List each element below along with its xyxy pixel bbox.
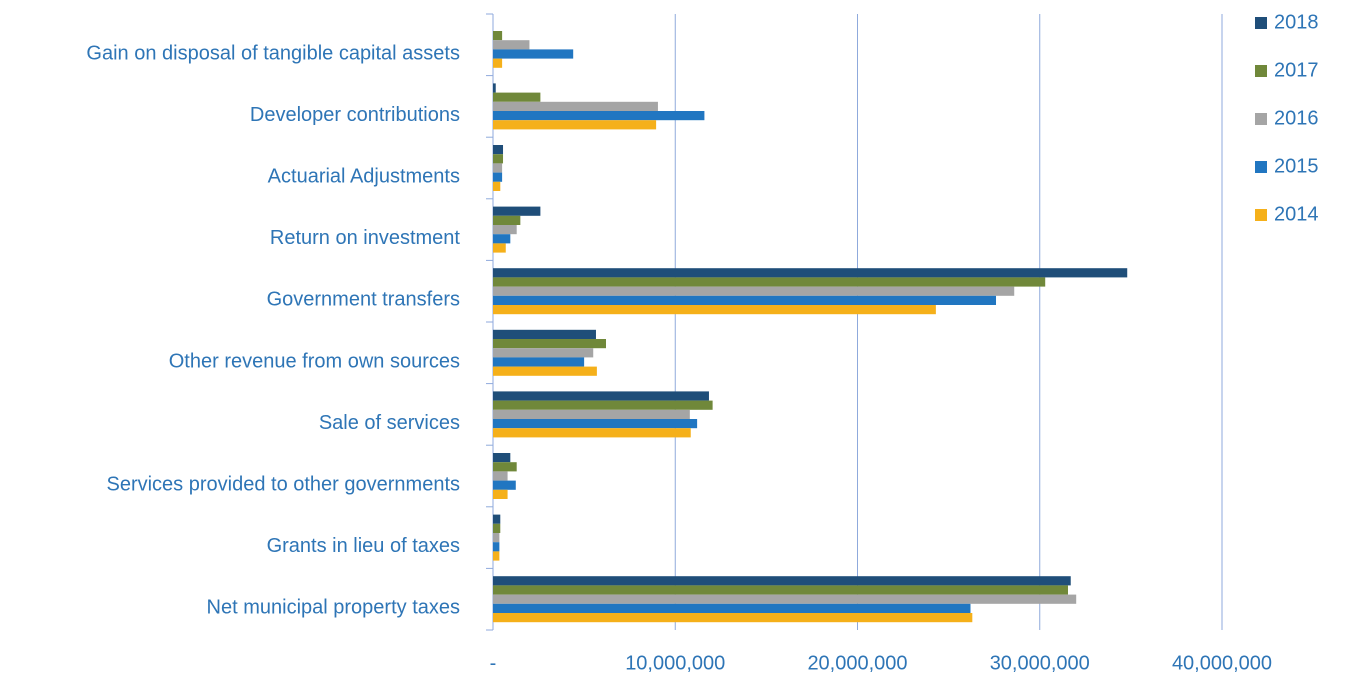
bar <box>493 551 500 561</box>
legend-swatch <box>1255 65 1267 77</box>
bar <box>493 419 698 429</box>
bar <box>493 101 658 111</box>
y-tick-label: Other revenue from own sources <box>169 350 460 372</box>
bar <box>493 206 541 216</box>
bar <box>493 49 574 59</box>
bar <box>493 31 503 41</box>
bar <box>493 514 501 524</box>
bar <box>493 613 973 623</box>
bar <box>493 357 585 367</box>
bar <box>493 181 501 191</box>
legend-label: 2016 <box>1274 107 1319 129</box>
bar <box>493 400 713 410</box>
bar <box>493 225 517 235</box>
bar <box>493 594 1077 604</box>
x-tick-label: 10,000,000 <box>625 652 725 674</box>
bar <box>493 111 705 121</box>
bar <box>493 83 496 93</box>
legend-swatch <box>1255 17 1267 29</box>
y-tick-label: Grants in lieu of taxes <box>267 535 460 557</box>
bar <box>493 471 508 481</box>
bar <box>493 480 516 490</box>
y-tick-label: Net municipal property taxes <box>207 597 460 619</box>
bar <box>493 145 504 155</box>
bar <box>493 305 936 315</box>
legend-swatch <box>1255 209 1267 221</box>
bar <box>493 154 504 164</box>
bar <box>493 585 1068 595</box>
y-tick-label: Actuarial Adjustments <box>268 166 460 188</box>
bar <box>493 329 596 339</box>
x-tick-label: 20,000,000 <box>807 652 907 674</box>
bar <box>493 120 657 130</box>
bar <box>493 172 503 182</box>
legend-swatch <box>1255 161 1267 173</box>
y-tick-label: Services provided to other governments <box>106 474 460 496</box>
bar <box>493 462 517 472</box>
x-tick-label: 30,000,000 <box>990 652 1090 674</box>
bar <box>493 243 506 253</box>
bar <box>493 428 691 438</box>
y-tick-label: Gain on disposal of tangible capital ass… <box>86 42 460 64</box>
legend-label: 2018 <box>1274 11 1319 33</box>
y-tick-label: Return on investment <box>270 227 461 249</box>
legend-label: 2017 <box>1274 59 1319 81</box>
bar <box>493 523 501 533</box>
bar <box>493 286 1015 296</box>
bar <box>493 348 594 358</box>
legend-swatch <box>1255 113 1267 125</box>
bar <box>493 366 597 376</box>
bar <box>493 533 500 543</box>
bar <box>493 268 1128 278</box>
y-tick-label: Government transfers <box>267 289 460 311</box>
x-tick-label: 40,000,000 <box>1172 652 1272 674</box>
x-tick-label: - <box>490 652 497 674</box>
legend-label: 2015 <box>1274 155 1319 177</box>
legend-label: 2014 <box>1274 203 1319 225</box>
bar <box>493 453 511 463</box>
bar <box>493 542 500 552</box>
bar <box>493 40 530 50</box>
bar <box>493 234 511 244</box>
bar <box>493 58 503 68</box>
bar <box>493 295 997 305</box>
bar <box>493 409 690 419</box>
bar <box>493 339 606 349</box>
bar <box>493 215 521 225</box>
bar <box>493 489 508 499</box>
bar <box>493 603 971 613</box>
bar <box>493 391 709 401</box>
bar <box>493 277 1046 287</box>
y-tick-label: Developer contributions <box>250 104 460 126</box>
y-tick-label: Sale of services <box>319 412 460 434</box>
bar <box>493 92 541 102</box>
bar <box>493 576 1071 586</box>
bar <box>493 163 503 173</box>
